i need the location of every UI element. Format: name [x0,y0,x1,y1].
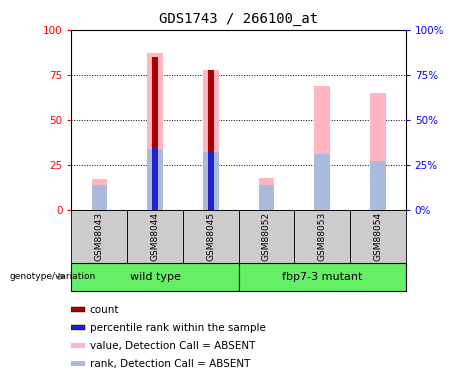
Bar [203,152,219,210]
Bar [208,152,213,210]
Title: GDS1743 / 266100_at: GDS1743 / 266100_at [159,12,318,26]
Bar [314,154,330,210]
Bar [294,210,350,262]
Text: GSM88052: GSM88052 [262,211,271,261]
Bar [91,185,107,210]
Bar [71,307,85,312]
Bar [238,210,294,262]
Bar [71,325,85,330]
Text: GSM88053: GSM88053 [318,211,327,261]
Bar [183,210,238,262]
Bar [238,262,406,291]
Bar [314,86,330,210]
Bar [203,70,219,210]
Bar [370,161,385,210]
Bar [208,70,213,210]
Bar [71,262,239,291]
Text: GSM88043: GSM88043 [95,211,104,261]
Bar [147,149,163,210]
Text: GSM88044: GSM88044 [150,212,160,261]
Bar [370,93,385,210]
Text: GSM88054: GSM88054 [373,211,382,261]
Bar [259,178,274,210]
Text: genotype/variation: genotype/variation [9,272,95,281]
Text: fbp7-3 mutant: fbp7-3 mutant [282,272,362,282]
Bar [152,57,158,210]
Bar [147,53,163,210]
Bar [259,185,274,210]
Bar [127,210,183,262]
Bar [91,179,107,210]
Bar [152,147,158,210]
Bar [350,210,406,262]
Text: value, Detection Call = ABSENT: value, Detection Call = ABSENT [90,341,255,351]
Text: wild type: wild type [130,272,180,282]
Bar [71,361,85,366]
Bar [71,343,85,348]
Text: rank, Detection Call = ABSENT: rank, Detection Call = ABSENT [90,359,250,369]
Text: count: count [90,305,119,315]
Text: percentile rank within the sample: percentile rank within the sample [90,323,266,333]
Bar [71,210,127,262]
Text: GSM88045: GSM88045 [206,211,215,261]
